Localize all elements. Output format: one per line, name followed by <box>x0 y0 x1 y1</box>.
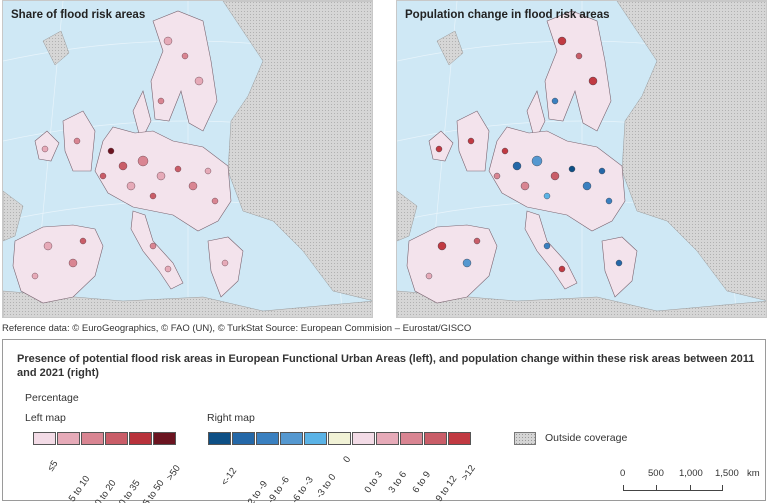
right-map-class-label: -3 to 0 <box>314 472 339 501</box>
right-map-class-label: -9 to -6 <box>265 474 292 503</box>
scale-tick-0: 0 <box>620 468 626 479</box>
scale-tick-1000: 1,000 <box>679 468 703 479</box>
covered-land <box>406 10 638 304</box>
right-map-swatch <box>280 432 303 445</box>
right-map-class-label: 6 to 9 <box>410 469 434 496</box>
outside-coverage-swatch <box>514 432 536 445</box>
legend-box: Presence of potential flood risk areas i… <box>2 339 766 503</box>
left-map-class-label: >50 <box>164 463 183 483</box>
left-map-swatch <box>129 432 152 445</box>
left-map-title: Share of flood risk areas <box>11 9 146 21</box>
left-map-svg <box>3 1 372 317</box>
left-map-class-label: ≤5 <box>45 458 61 474</box>
right-map-swatch <box>448 432 471 445</box>
right-map-class-label: <-12 <box>219 465 240 488</box>
scale-tick-1500: 1,500 <box>715 468 739 479</box>
left-map-class-label: 35 to 50 <box>137 478 167 503</box>
reference-data-note: Reference data: © EuroGeographics, © FAO… <box>2 323 472 334</box>
left-map-legend-label: Left map <box>25 412 66 424</box>
right-map-panel[interactable]: Population change in flood risk areas <box>396 0 767 318</box>
right-map-class-label: >12 <box>459 463 478 483</box>
legend-unit: Percentage <box>25 392 79 404</box>
right-map-class-label: 0 to 3 <box>362 469 386 496</box>
population-change-urban-areas <box>425 36 623 280</box>
right-map-class-label: 0 <box>341 454 354 465</box>
left-map-swatch <box>33 432 56 445</box>
right-map-class-label: 9 to 12 <box>433 473 460 503</box>
scale-unit: km <box>747 468 760 479</box>
right-map-swatch <box>232 432 255 445</box>
right-map-swatch <box>256 432 279 445</box>
left-map-class-label: 20 to 35 <box>113 478 143 503</box>
left-map-class-label: 10 to 20 <box>89 478 119 503</box>
left-map-swatches <box>33 432 177 445</box>
right-map-svg <box>397 1 766 317</box>
flood-risk-urban-areas <box>31 36 229 280</box>
right-map-class-label: -6 to -3 <box>289 474 316 503</box>
right-map-swatch <box>304 432 327 445</box>
legend-title: Presence of potential flood risk areas i… <box>17 353 755 379</box>
left-map-panel[interactable]: Share of flood risk areas <box>2 0 373 318</box>
right-map-swatch <box>208 432 231 445</box>
right-map-swatch <box>424 432 447 445</box>
right-map-swatch <box>376 432 399 445</box>
right-map-swatch <box>328 432 351 445</box>
covered-land <box>12 10 244 304</box>
left-map-swatch <box>153 432 176 445</box>
right-map-legend-label: Right map <box>207 412 255 424</box>
right-map-swatch <box>400 432 423 445</box>
right-map-title: Population change in flood risk areas <box>405 9 610 21</box>
scale-bar-mark <box>690 485 691 491</box>
scale-bar-mark <box>656 485 657 491</box>
right-map-class-label: 3 to 6 <box>386 469 410 496</box>
right-map-swatches <box>208 432 472 445</box>
left-map-class-label: 5 to 10 <box>66 473 93 503</box>
outside-coverage-land <box>3 1 372 317</box>
left-map-swatch <box>81 432 104 445</box>
left-map-swatch <box>105 432 128 445</box>
scale-tick-500: 500 <box>648 468 664 479</box>
scale-bar: 0 500 1,000 1,500 km <box>620 468 760 498</box>
outside-coverage-label: Outside coverage <box>545 432 628 444</box>
right-map-swatch <box>352 432 375 445</box>
scale-bar-line <box>623 485 723 491</box>
left-map-swatch <box>57 432 80 445</box>
